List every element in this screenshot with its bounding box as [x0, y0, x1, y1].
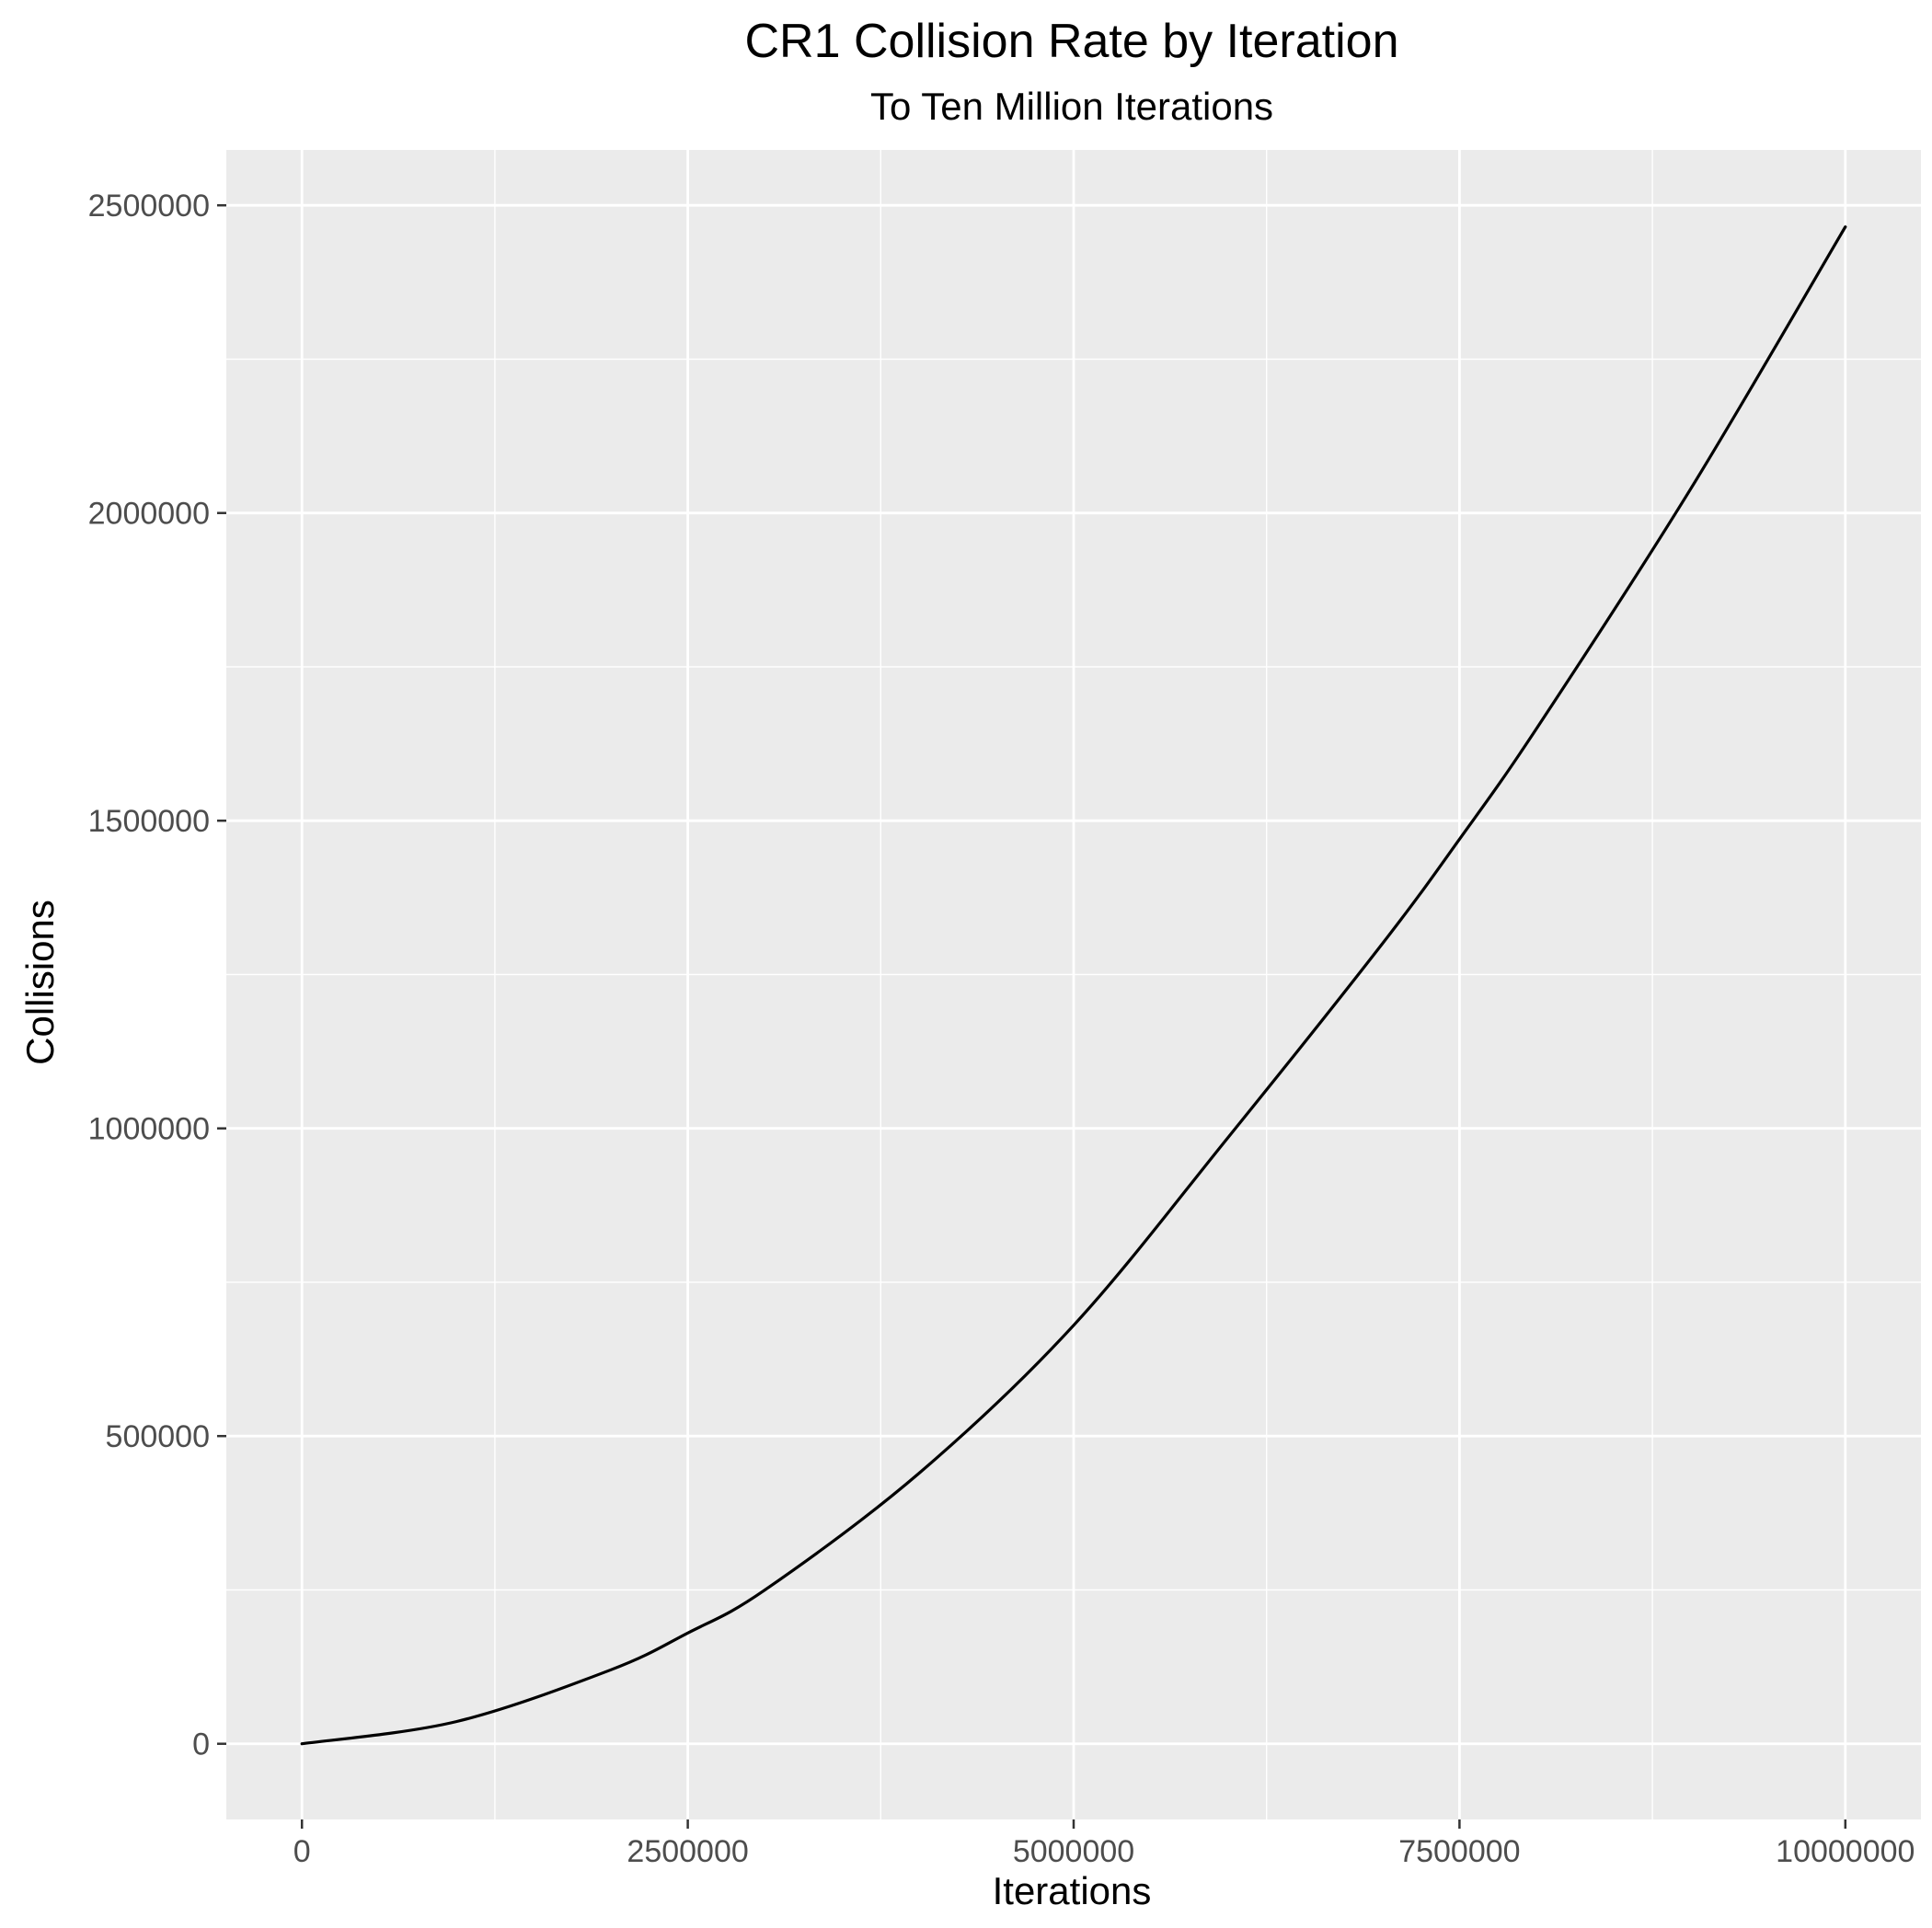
y-tick-label: 1500000 — [88, 804, 210, 839]
y-tick-label: 2000000 — [88, 497, 210, 532]
y-tick-label: 500000 — [106, 1419, 210, 1454]
collisions-series-line — [300, 225, 1847, 1746]
y-tick-label: 1000000 — [88, 1112, 210, 1147]
x-tick-label: 5000000 — [1013, 1834, 1134, 1869]
data-point — [1458, 838, 1461, 841]
data-point — [301, 1742, 304, 1745]
major-gridlines — [226, 150, 1921, 1819]
x-tick-label: 10000000 — [1776, 1834, 1915, 1869]
x-tick-label: 0 — [293, 1834, 311, 1869]
chart-subtitle: To Ten Million Iterations — [870, 85, 1273, 128]
y-tick-label: 0 — [192, 1727, 210, 1762]
data-point — [609, 1669, 612, 1671]
y-axis-title: Collisions — [18, 900, 62, 1065]
data-point — [1073, 1324, 1075, 1326]
data-point — [1535, 728, 1538, 729]
x-tick-label: 2500000 — [627, 1834, 748, 1869]
data-point — [1844, 225, 1846, 228]
data-point — [1226, 1136, 1229, 1139]
data-point — [455, 1720, 457, 1723]
axis-ticks — [217, 203, 1847, 1829]
y-tick-label: 2500000 — [88, 189, 210, 224]
tick-labels: 0 2500000 5000000 7500000 10000000 0 500000 100… — [88, 189, 1915, 1869]
data-point — [1381, 943, 1384, 945]
chart-title: CR1 Collision Rate by Iteration — [745, 15, 1399, 68]
data-point — [764, 1589, 766, 1591]
data-point — [918, 1472, 921, 1475]
x-tick-label: 7500000 — [1398, 1834, 1520, 1869]
data-point — [1690, 488, 1692, 489]
data-point — [686, 1632, 689, 1635]
series-layer — [300, 225, 1847, 1746]
x-axis-title: Iterations — [993, 1869, 1152, 1912]
